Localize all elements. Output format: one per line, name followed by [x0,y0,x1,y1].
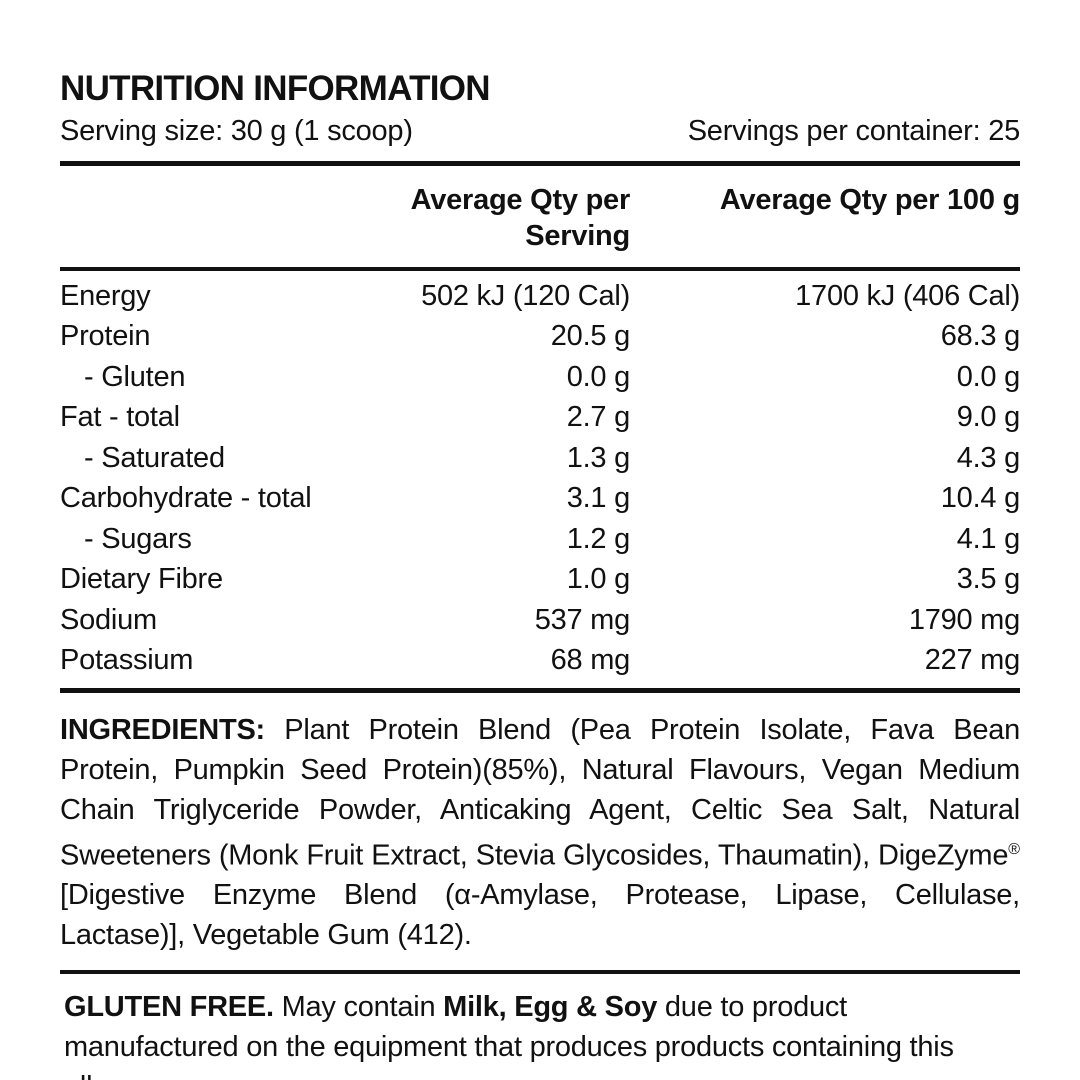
nutrient-per-100g: 1790 mg [908,603,1020,636]
table-row-potassium: Potassium 68 mg 227 mg [60,640,1020,681]
nutrient-name: Protein [60,320,151,352]
divider-table-bottom [60,687,1020,693]
nutrient-name: Fat - total [60,401,180,433]
nutrient-name: - Gluten [84,360,186,393]
nutrient-per-serving: 68 mg [550,644,631,676]
nutrient-name: Dietary Fibre [60,563,223,595]
ingredients-label: INGREDIENTS: [60,713,265,746]
registered-trademark-symbol: ® [1008,840,1020,858]
table-body: Energy 502 kJ (120 Cal) 1700 kJ (406 Cal… [60,276,1020,681]
table-row-carbohydrate-total: Carbohydrate - total 3.1 g 10.4 g [60,478,1020,519]
allergen-list: Milk, Egg & Soy [443,991,658,1024]
divider-header [60,266,1020,271]
table-row-sugars: - Sugars 1.2 g 4.1 g [60,519,1020,560]
nutrient-per-serving: 3.1 g [566,482,631,514]
serving-info-row: Serving size: 30 g (1 scoop) Servings pe… [60,115,1020,148]
divider-ingredients-bottom [60,970,1020,975]
nutrient-per-100g: 9.0 g [956,401,1021,433]
nutrient-per-100g: 3.5 g [956,563,1021,595]
ingredients-text: Plant Protein Blend (Pea Protein Isolate… [60,713,1020,872]
nutrient-name: - Sugars [84,522,192,555]
table-row-protein: Protein 20.5 g 68.3 g [60,316,1020,357]
nutrient-per-serving: 1.0 g [566,563,631,595]
nutrient-per-100g: 68.3 g [940,320,1020,352]
column-header-per-serving: Average Qty per Serving [410,183,631,252]
table-row-energy: Energy 502 kJ (120 Cal) 1700 kJ (406 Cal… [60,276,1020,317]
nutrient-name: Sodium [60,603,157,636]
nutrient-name: - Saturated [84,441,225,474]
table-row-saturated: - Saturated 1.3 g 4.3 g [60,438,1020,479]
nutrient-per-100g: 4.3 g [956,441,1021,474]
nutrient-per-100g: 227 mg [924,644,1021,676]
column-header-per-100g: Average Qty per 100 g [719,183,1020,216]
divider-top [60,160,1020,166]
nutrient-per-100g: 10.4 g [940,482,1020,514]
allergen-statement: GLUTEN FREE. May contain Milk, Egg & Soy… [60,987,1020,1080]
table-row-gluten: - Gluten 0.0 g 0.0 g [60,357,1020,398]
nutrient-per-100g: 1700 kJ (406 Cal) [795,279,1020,312]
table-row-fat-total: Fat - total 2.7 g 9.0 g [60,397,1020,438]
nutrient-name: Potassium [60,644,194,676]
nutrient-per-serving: 1.2 g [566,522,631,555]
serving-size-text: Serving size: 30 g (1 scoop) [60,114,413,147]
table-row-sodium: Sodium 537 mg 1790 mg [60,600,1020,641]
allergen-text-continued: due to product manufactured on the equip… [64,991,954,1080]
nutrient-per-100g: 0.0 g [956,360,1021,393]
ingredients-paragraph: INGREDIENTS: Plant Protein Blend (Pea Pr… [60,710,1020,956]
nutrient-per-serving: 0.0 g [566,360,631,393]
table-header-row: Average Qty per Serving Average Qty per … [60,182,1021,254]
nutrition-title: NUTRITION INFORMATION [60,69,491,108]
nutrient-per-serving: 20.5 g [550,320,630,352]
nutrient-per-serving: 537 mg [534,603,631,636]
nutrient-table: Average Qty per Serving Average Qty per … [60,182,1020,681]
gluten-free-label: GLUTEN FREE. [64,991,274,1024]
table-row-dietary-fibre: Dietary Fibre 1.0 g 3.5 g [60,559,1020,600]
allergen-text: May contain [273,991,444,1024]
nutrient-name: Carbohydrate - total [60,482,312,514]
nutrient-per-serving: 502 kJ (120 Cal) [421,279,630,312]
nutrient-name: Energy [60,279,151,312]
servings-per-container-text: Servings per container: 25 [687,114,1021,147]
ingredients-text-continued: [Digestive Enzyme Blend (α-Amylase, Prot… [60,879,1020,952]
nutrient-per-serving: 2.7 g [566,401,631,433]
nutrient-per-serving: 1.3 g [566,441,631,474]
nutrient-per-100g: 4.1 g [956,522,1021,555]
